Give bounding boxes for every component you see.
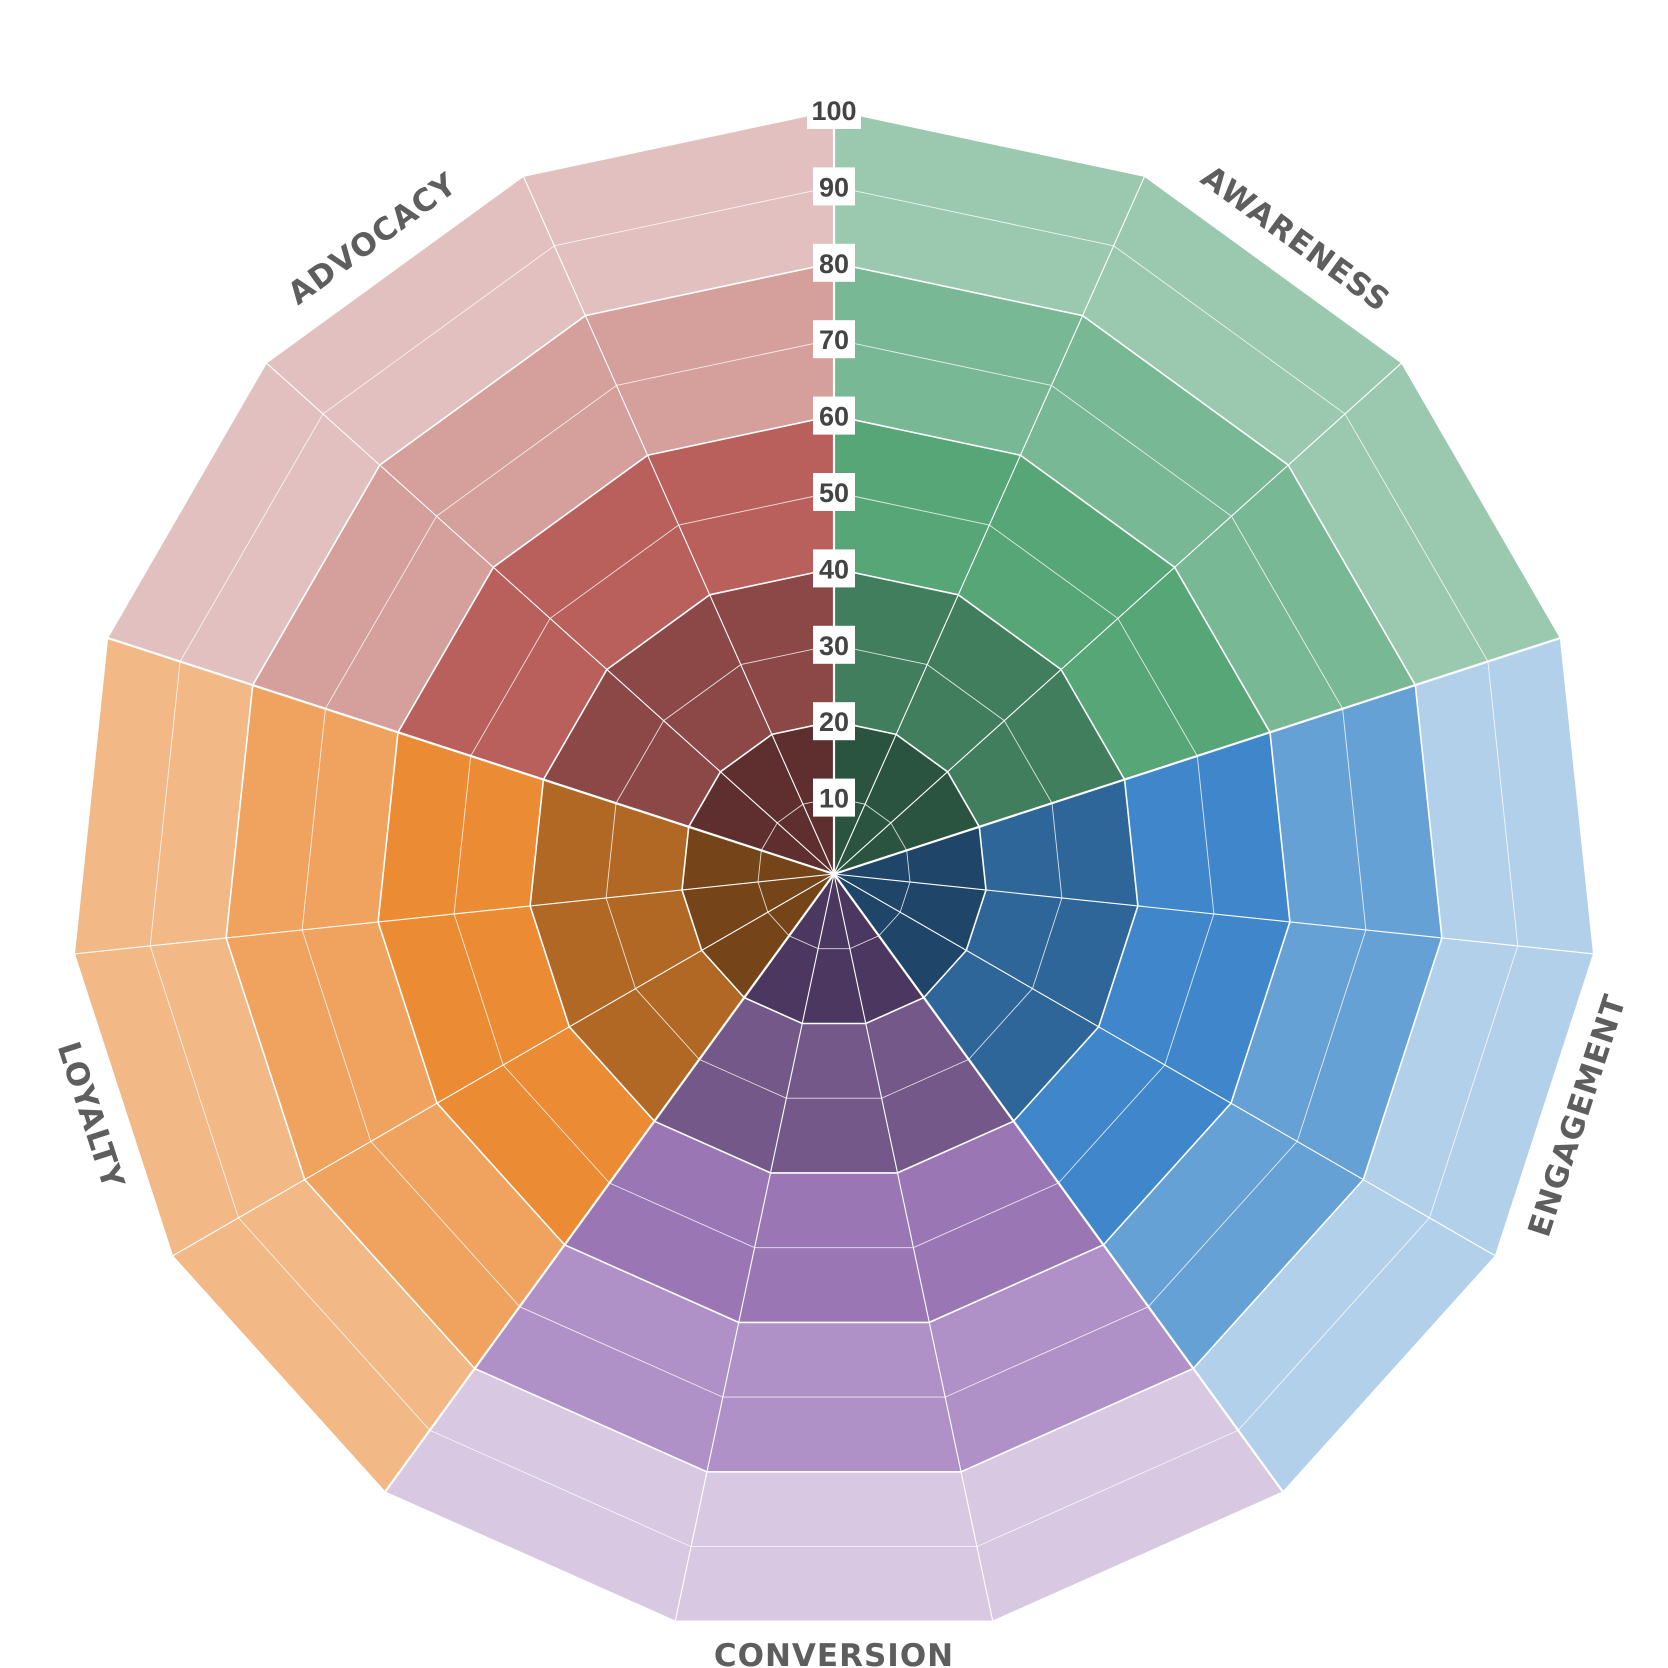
tick-label-100: 100 <box>807 91 861 129</box>
svg-text:30: 30 <box>819 631 849 661</box>
ring-gridline-50 <box>453 491 1215 1249</box>
ring-gridline-30 <box>605 644 1063 1099</box>
spoke-3 <box>833 636 1561 876</box>
spoke-11 <box>74 873 835 955</box>
ring-gridline-40 <box>529 567 1139 1174</box>
engagement-band-1 <box>834 826 986 998</box>
svg-text:20: 20 <box>819 707 849 737</box>
tick-label-70: 70 <box>813 320 855 359</box>
svg-text:80: 80 <box>819 249 849 279</box>
tick-label-40: 40 <box>813 549 855 588</box>
awareness-band-5 <box>834 110 1561 686</box>
spoke-10 <box>172 873 835 1257</box>
ring-gridline-20 <box>681 720 987 1025</box>
conversion-band-2 <box>654 997 1014 1173</box>
loyalty-band-5 <box>74 637 475 1493</box>
advocacy-band-3 <box>398 415 834 780</box>
spoke-14 <box>522 175 835 875</box>
svg-text:50: 50 <box>819 478 849 508</box>
tick-label-10: 10 <box>813 778 855 817</box>
engagement-band-2 <box>923 779 1138 1122</box>
radar-gridlines <box>73 109 1595 1623</box>
spoke-1 <box>833 175 1146 875</box>
ring-gridline-80 <box>225 261 1443 1473</box>
loyalty-band-2 <box>530 779 745 1122</box>
conversion-band-4 <box>474 1244 1194 1472</box>
segment-label-conversion: CONVERSION <box>714 1638 954 1668</box>
spoke-8 <box>674 873 835 1622</box>
ring-gridline-60 <box>377 414 1291 1324</box>
spoke-6 <box>833 873 1284 1493</box>
spoke-13 <box>265 362 835 875</box>
advocacy-band-2 <box>543 568 834 827</box>
engagement-band-3 <box>1013 732 1290 1245</box>
spoke-7 <box>833 873 994 1622</box>
tick-label-90: 90 <box>813 167 855 206</box>
svg-text:70: 70 <box>819 325 849 355</box>
awareness-band-4 <box>834 262 1416 733</box>
engagement-band-4 <box>1103 685 1442 1369</box>
advocacy-band-1 <box>688 721 834 874</box>
svg-text:10: 10 <box>819 784 849 814</box>
awareness-band-3 <box>834 415 1270 780</box>
spoke-2 <box>833 362 1403 875</box>
engagement-band-5 <box>1193 637 1594 1493</box>
svg-text:60: 60 <box>819 402 849 432</box>
radar-ring-labels: 10 20 30 40 50 60 70 80 90 100 <box>807 91 861 817</box>
ring-gridline-90 <box>149 185 1519 1548</box>
advocacy-band-4 <box>252 262 834 733</box>
tick-label-80: 80 <box>813 243 855 282</box>
awareness-band-1 <box>834 721 980 874</box>
spoke-12 <box>107 636 835 876</box>
ring-gridline-10 <box>757 797 911 950</box>
spoke-5 <box>833 873 1496 1257</box>
tick-label-50: 50 <box>813 473 855 511</box>
tick-label-60: 60 <box>813 396 855 435</box>
loyalty-band-3 <box>378 732 655 1245</box>
ring-gridline-100 <box>73 109 1595 1623</box>
spoke-4 <box>833 873 1594 955</box>
loyalty-band-4 <box>226 685 565 1369</box>
spoke-9 <box>384 873 835 1493</box>
conversion-band-3 <box>564 1121 1104 1323</box>
svg-text:100: 100 <box>811 96 856 126</box>
tick-label-20: 20 <box>813 702 855 741</box>
svg-text:40: 40 <box>819 554 849 584</box>
radar-bands <box>74 110 1594 1622</box>
svg-text:90: 90 <box>819 172 849 202</box>
loyalty-band-1 <box>682 826 834 998</box>
advocacy-band-5 <box>107 110 834 686</box>
awareness-band-2 <box>834 568 1125 827</box>
ring-gridline-70 <box>301 338 1367 1398</box>
tick-label-30: 30 <box>813 625 855 664</box>
conversion-band-5 <box>384 1368 1284 1622</box>
